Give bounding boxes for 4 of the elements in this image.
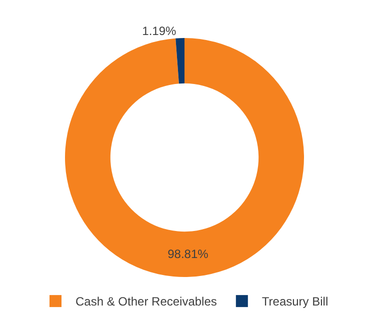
data-label: 1.19% bbox=[142, 24, 177, 38]
data-label: 98.81% bbox=[168, 247, 209, 262]
legend-label: Cash & Other Receivables bbox=[76, 294, 217, 309]
legend-label: Treasury Bill bbox=[262, 294, 328, 309]
